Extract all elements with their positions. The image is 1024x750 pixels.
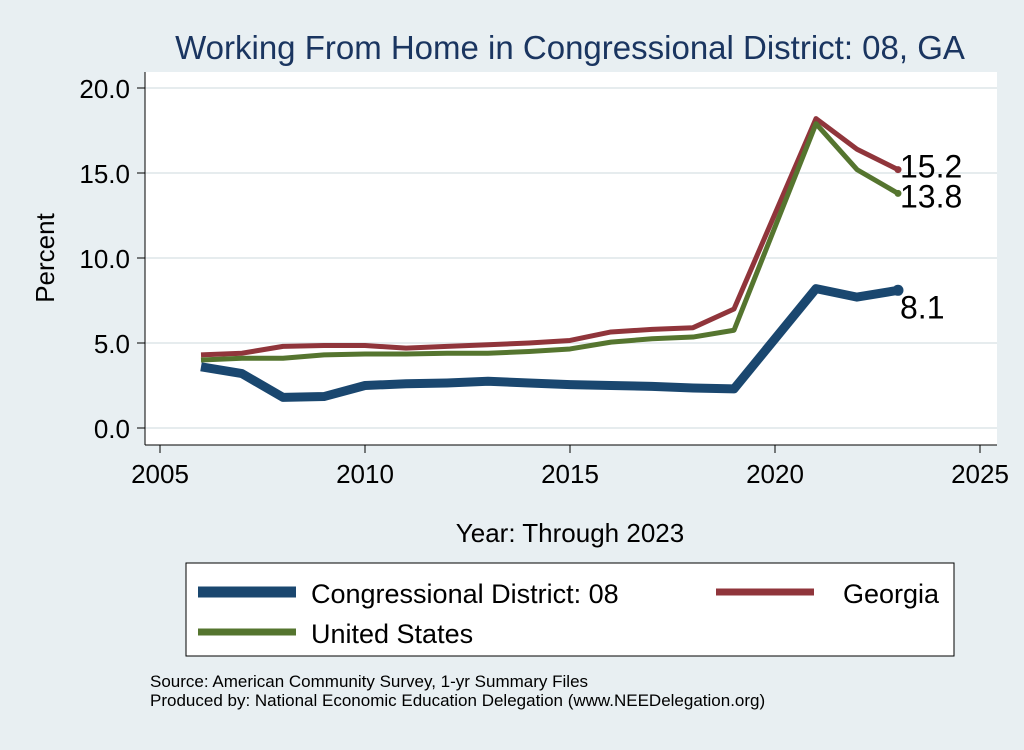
y-tick-label-0: 0.0 xyxy=(94,414,130,444)
series-end-marker-1 xyxy=(892,284,904,296)
series-end-marker-2 xyxy=(894,166,902,174)
legend-label-2: Georgia xyxy=(843,579,940,609)
x-tick-label-1: 2010 xyxy=(336,459,394,489)
x-axis-label: Year: Through 2023 xyxy=(456,518,684,548)
series-line-3 xyxy=(200,121,900,363)
source-note: Source: American Community Survey, 1-yr … xyxy=(150,672,765,710)
end-label-1: 8.1 xyxy=(900,289,944,325)
legend: Congressional District: 08 Georgia United … xyxy=(185,562,955,657)
end-label-3: 13.8 xyxy=(900,178,962,214)
x-tick-label-0: 2005 xyxy=(131,459,189,489)
series-line-1 xyxy=(200,284,899,402)
axes: 0.0 5.0 10.0 15.0 20.0 2005 2010 2015 2020 2025 xyxy=(79,72,1009,489)
source-line: Source: American Community Survey, 1-yr … xyxy=(150,672,589,691)
chart-title: Working From Home in Congressional Distr… xyxy=(175,29,965,66)
legend-label-1: Congressional District: 08 xyxy=(311,579,619,609)
y-tick-label-2: 10.0 xyxy=(79,244,130,274)
x-tick-label-2: 2015 xyxy=(541,459,599,489)
end-labels: 8.1 15.213.8 xyxy=(900,149,962,326)
y-axis-label: Percent xyxy=(30,212,60,302)
y-tick-label-1: 5.0 xyxy=(94,329,130,359)
gridlines xyxy=(145,87,997,429)
series-end-marker-3 xyxy=(894,189,902,197)
series-lines xyxy=(200,116,904,402)
y-tick-label-4: 20.0 xyxy=(79,74,130,104)
series-line-2 xyxy=(200,116,900,358)
end-label-2: 15.2 xyxy=(900,149,962,185)
x-tick-label-3: 2020 xyxy=(746,459,804,489)
legend-box xyxy=(185,562,955,657)
y-tick-label-3: 15.0 xyxy=(79,159,130,189)
produced-by-line: Produced by: National Economic Education… xyxy=(150,691,766,710)
legend-label-3: United States xyxy=(311,619,473,649)
x-tick-label-4: 2025 xyxy=(951,459,1009,489)
